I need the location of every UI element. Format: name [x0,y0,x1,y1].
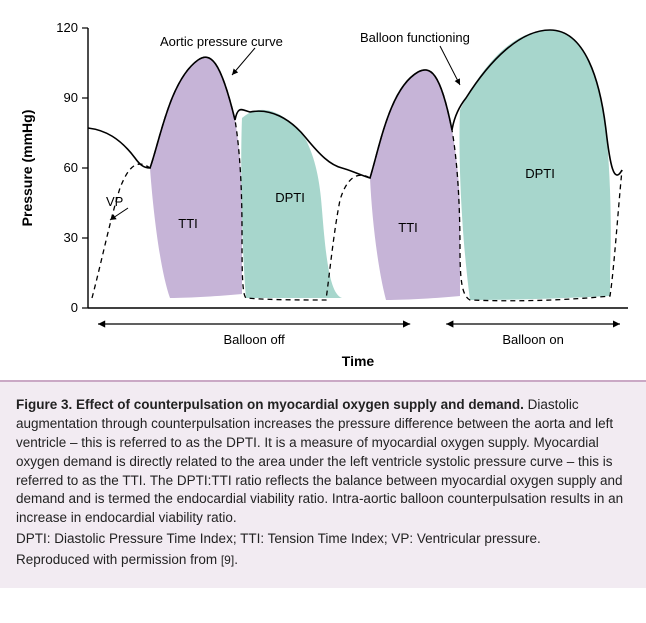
caption-box: Figure 3. Effect of counterpulsation on … [0,380,646,588]
dpti-label-2: DPTI [525,166,555,181]
caption-paragraph: Figure 3. Effect of counterpulsation on … [16,396,630,528]
dpti-label-1: DPTI [275,190,305,205]
credit-ref: [9] [221,553,234,567]
y-tick-label: 0 [71,300,78,315]
vp-pointer [110,208,128,220]
caption-credit: Reproduced with permission from [9]. [16,551,630,570]
credit-suffix: . [234,552,238,567]
balloon-functioning-label: Balloon functioning [360,30,470,45]
y-axis-label: Pressure (mmHg) [19,110,35,227]
tti-label-1: TTI [178,216,198,231]
credit-prefix: Reproduced with permission from [16,552,221,567]
y-tick-label: 30 [64,230,78,245]
range-label-off: Balloon off [223,332,285,347]
vp-label: VP [106,194,123,209]
dpti-region-2 [459,30,610,300]
range-label-on: Balloon on [502,332,563,347]
y-tick-label: 90 [64,90,78,105]
aortic-pointer [232,48,255,75]
aortic-label: Aortic pressure curve [160,34,283,49]
chart-area: 0 30 60 90 120 Pressure (mmHg) Aortic pressure… [0,0,646,380]
caption-body: Diastolic augmentation through counterpu… [16,397,623,525]
balloon-pointer [440,46,460,85]
caption-abbrev: DPTI: Diastolic Pressure Time Index; TTI… [16,530,630,549]
y-tick-label: 60 [64,160,78,175]
caption-title: Figure 3. Effect of counterpulsation on … [16,397,524,412]
figure-container: 0 30 60 90 120 Pressure (mmHg) Aortic pressure… [0,0,646,588]
x-axis-label: Time [342,353,375,369]
tti-label-2: TTI [398,220,418,235]
chart-svg: 0 30 60 90 120 Pressure (mmHg) Aortic pressure… [10,10,636,380]
y-tick-label: 120 [56,20,78,35]
